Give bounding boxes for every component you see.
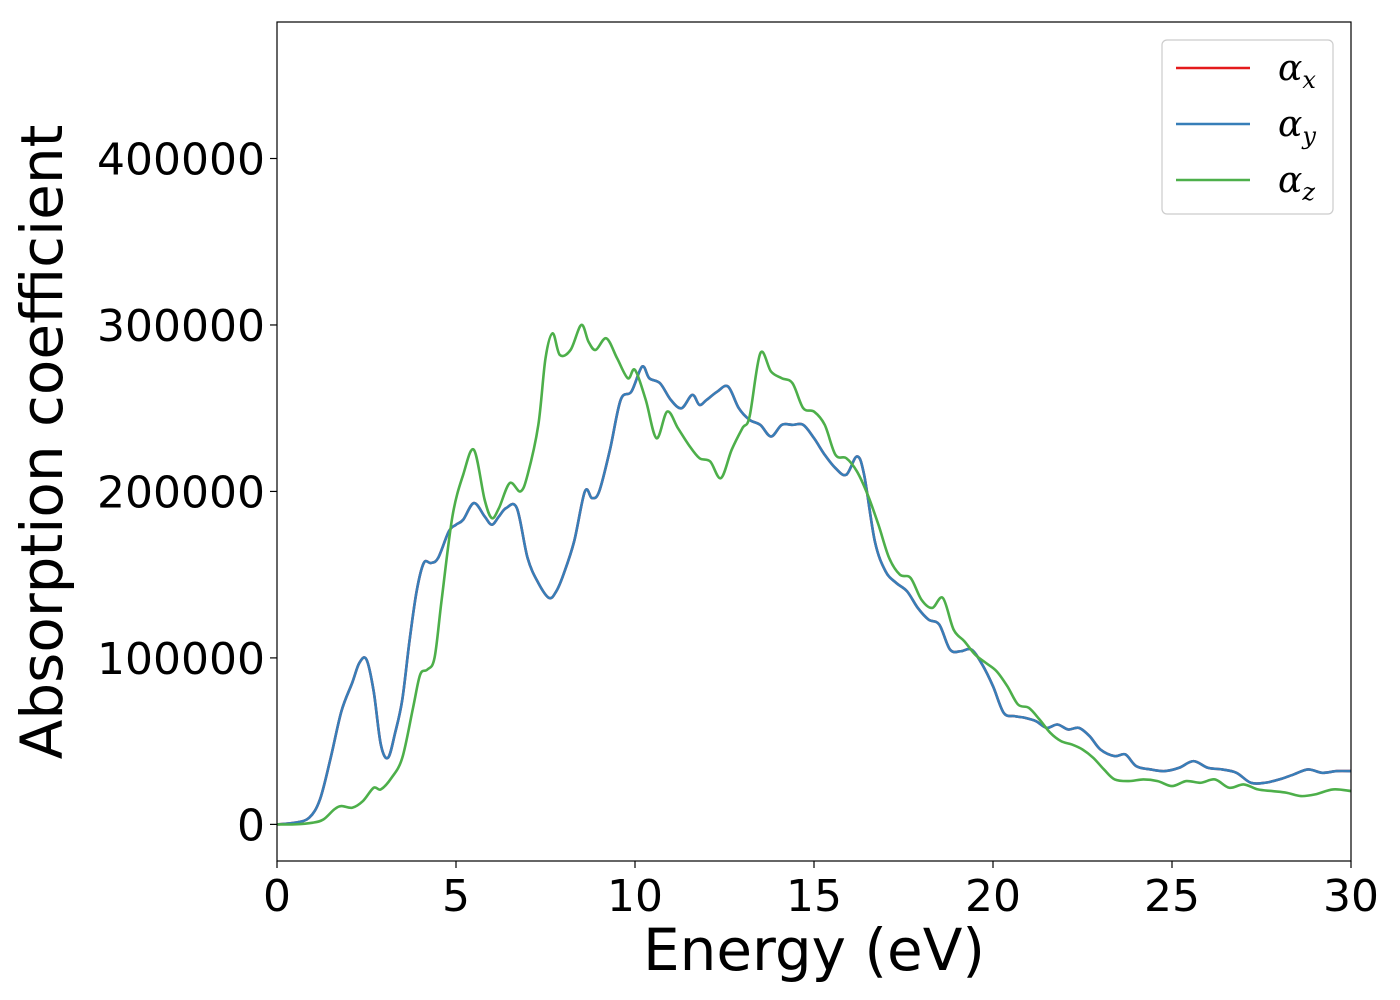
- y-tick-label: 0: [237, 800, 265, 851]
- x-tick-label: 30: [1323, 871, 1379, 922]
- y-tick-label: 100000: [97, 634, 265, 685]
- legend: αx αy αz: [1161, 39, 1334, 215]
- x-tick-label: 25: [1144, 871, 1200, 922]
- series-line-z: [277, 323, 1351, 826]
- legend-box: [1161, 39, 1334, 215]
- legend-label-x: αx: [1278, 48, 1316, 94]
- x-tick-label: 5: [442, 871, 470, 922]
- x-tick-label: 15: [786, 871, 842, 922]
- y-tick-label: 400000: [97, 135, 265, 186]
- y-axis: 0 100000 200000 300000 400000: [97, 135, 277, 851]
- x-tick-label: 0: [263, 871, 291, 922]
- x-axis: 0 5 10 15 20 25 30: [263, 861, 1379, 922]
- series-layer: [277, 323, 1351, 826]
- y-tick-label: 200000: [97, 467, 265, 518]
- legend-label-y: αy: [1278, 104, 1316, 150]
- y-axis-title: Absorption coefficient: [8, 125, 76, 760]
- x-tick-label: 10: [607, 871, 663, 922]
- x-tick-label: 20: [965, 871, 1021, 922]
- y-tick-label: 300000: [97, 301, 265, 352]
- x-axis-title: Energy (eV): [643, 916, 985, 984]
- legend-label-z: αz: [1278, 160, 1315, 206]
